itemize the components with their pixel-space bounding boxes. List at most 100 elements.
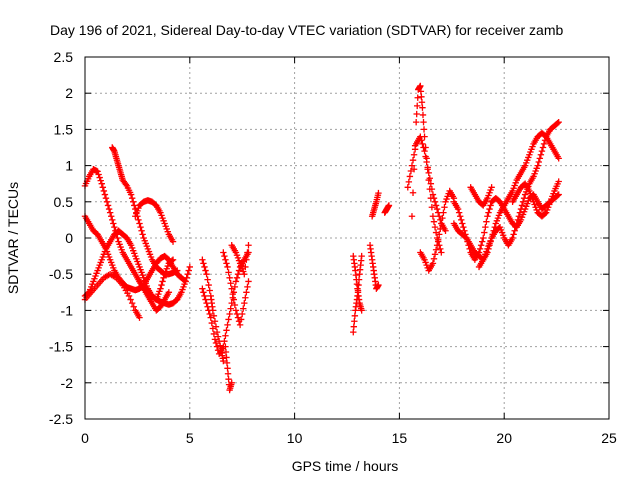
data-point xyxy=(438,220,445,227)
data-point xyxy=(455,209,463,216)
data-point xyxy=(226,310,233,318)
x-tick-label: 10 xyxy=(287,430,303,446)
data-point xyxy=(421,147,428,155)
data-point xyxy=(222,348,230,356)
data-point xyxy=(464,238,471,245)
data-point xyxy=(512,223,519,231)
data-point xyxy=(101,191,109,198)
data-point xyxy=(422,144,429,151)
data-point xyxy=(224,321,231,329)
data-point xyxy=(128,194,136,202)
y-tick-label: -0.5 xyxy=(49,266,73,282)
data-point xyxy=(408,213,416,220)
data-point xyxy=(427,180,435,187)
data-point xyxy=(181,277,188,284)
data-point xyxy=(486,205,493,213)
data-point xyxy=(454,205,462,213)
data-point xyxy=(211,318,219,325)
data-point xyxy=(419,140,426,148)
data-point xyxy=(555,155,562,162)
data-point xyxy=(110,220,117,227)
series-trace-t xyxy=(417,187,458,274)
data-point xyxy=(420,126,428,133)
data-point xyxy=(411,142,419,149)
y-tick-label: -1.5 xyxy=(49,339,73,355)
data-point xyxy=(127,296,134,303)
data-point xyxy=(519,198,527,205)
data-point xyxy=(483,218,490,225)
data-points xyxy=(81,82,562,394)
series-trace-s xyxy=(408,82,445,256)
data-point xyxy=(430,255,438,263)
data-point xyxy=(535,158,542,166)
data-point xyxy=(204,276,211,283)
grid xyxy=(85,57,609,419)
series-trace-n xyxy=(350,252,365,314)
data-point xyxy=(434,236,442,244)
data-point xyxy=(509,234,516,242)
data-point xyxy=(485,209,492,216)
data-point xyxy=(243,256,250,263)
data-point xyxy=(460,223,467,231)
data-point xyxy=(414,94,421,101)
data-point xyxy=(487,202,494,209)
data-point xyxy=(351,312,359,320)
series-trace-e xyxy=(132,197,177,245)
series-trace-p xyxy=(368,189,382,220)
data-point xyxy=(157,285,164,292)
data-point xyxy=(213,328,221,336)
y-axis-label: SDTVAR / TECUs xyxy=(5,182,21,294)
data-point xyxy=(222,343,229,350)
data-point xyxy=(182,278,189,285)
data-point xyxy=(135,216,142,224)
data-point xyxy=(514,216,522,224)
data-point xyxy=(237,316,245,323)
data-point xyxy=(436,231,443,238)
data-point xyxy=(223,260,230,267)
data-point xyxy=(537,151,545,158)
data-point xyxy=(440,209,447,216)
data-point xyxy=(220,249,227,256)
data-point xyxy=(212,323,220,330)
data-point xyxy=(242,263,249,271)
series-trace-q xyxy=(381,202,393,216)
data-point xyxy=(241,299,248,307)
data-point xyxy=(478,238,486,245)
data-point xyxy=(419,104,426,111)
data-point xyxy=(224,365,231,372)
series-trace-y xyxy=(467,184,495,209)
data-point xyxy=(350,328,357,336)
data-point xyxy=(433,205,441,213)
data-point xyxy=(199,256,206,263)
data-point xyxy=(375,189,382,197)
data-point xyxy=(536,155,544,162)
data-point xyxy=(203,271,210,278)
data-point xyxy=(245,242,252,249)
data-point xyxy=(244,283,251,291)
data-point xyxy=(442,227,449,234)
data-point xyxy=(541,137,549,144)
data-point xyxy=(227,280,234,287)
data-point xyxy=(375,281,382,289)
data-point xyxy=(437,225,444,233)
data-point xyxy=(406,173,414,180)
data-point xyxy=(538,147,546,155)
data-point xyxy=(231,301,239,309)
x-tick-label: 5 xyxy=(186,430,194,446)
data-point xyxy=(125,292,133,300)
data-point xyxy=(424,166,431,173)
data-point xyxy=(244,249,251,256)
data-point xyxy=(425,169,432,177)
y-tick-label: 0 xyxy=(65,230,73,246)
data-point xyxy=(463,234,470,242)
data-point xyxy=(418,93,425,101)
data-point xyxy=(458,216,465,224)
data-point xyxy=(210,312,218,320)
data-point xyxy=(201,292,208,300)
data-point xyxy=(513,220,520,227)
data-point xyxy=(100,187,108,195)
data-point xyxy=(200,260,207,267)
data-point xyxy=(511,227,518,234)
series-trace-o xyxy=(366,242,382,292)
data-point xyxy=(94,168,101,175)
